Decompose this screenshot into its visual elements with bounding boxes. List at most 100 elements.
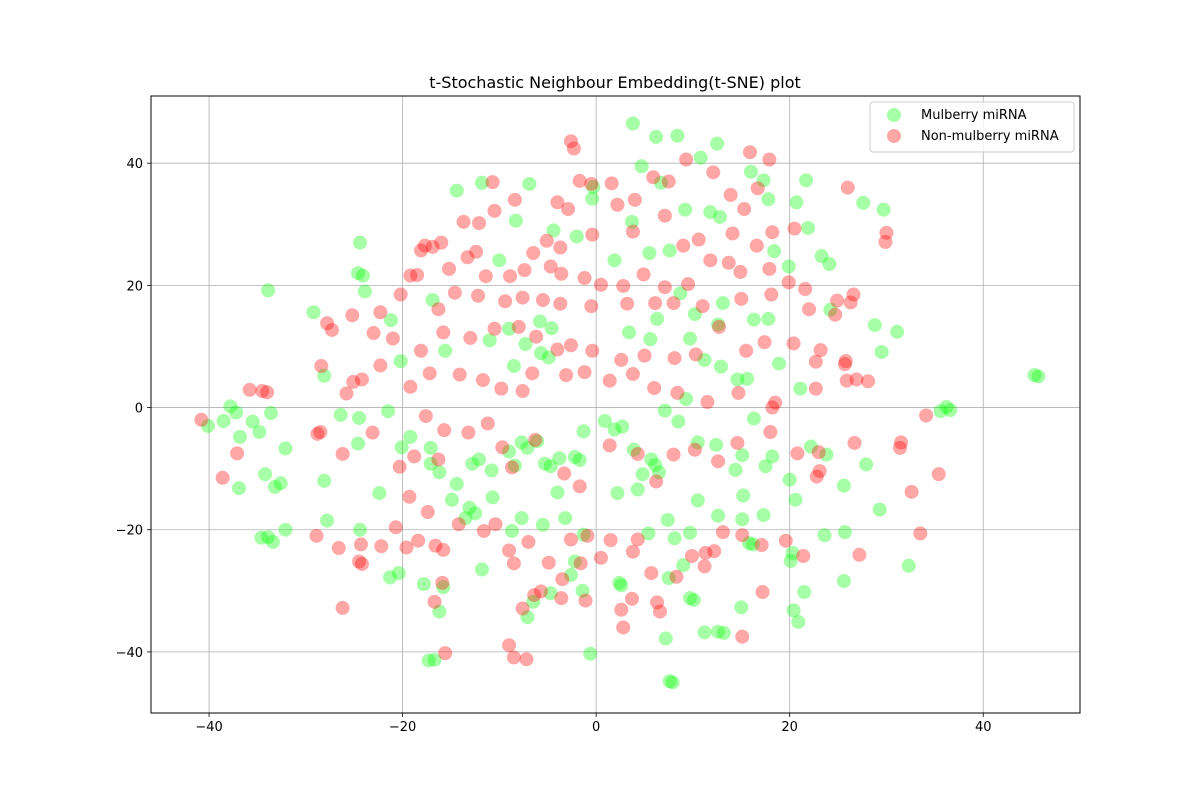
non-mulberry-point xyxy=(313,424,328,439)
non-mulberry-point xyxy=(802,302,817,317)
non-mulberry-point xyxy=(554,266,569,281)
non-mulberry-point xyxy=(625,366,640,381)
non-mulberry-point xyxy=(614,352,629,367)
mulberry-point xyxy=(635,467,650,482)
non-mulberry-point xyxy=(310,426,325,441)
mulberry-point xyxy=(394,440,409,455)
non-mulberry-point xyxy=(418,409,433,424)
non-mulberry-point xyxy=(616,620,631,635)
non-mulberry-point xyxy=(215,470,230,485)
non-mulberry-point xyxy=(309,528,324,543)
non-mulberry-point xyxy=(230,446,245,461)
legend: Mulberry miRNA Non-mulberry miRNA xyxy=(869,101,1075,153)
mulberry-point xyxy=(597,413,612,428)
non-mulberry-point xyxy=(417,238,432,253)
mulberry-point xyxy=(715,296,730,311)
mulberry-point xyxy=(711,508,726,523)
y-tick-label: 40 xyxy=(126,157,143,172)
mulberry-point xyxy=(485,490,500,505)
mulberry-point xyxy=(520,440,535,455)
non-mulberry-point xyxy=(519,652,534,667)
non-mulberry-point xyxy=(550,195,565,210)
non-mulberry-point xyxy=(472,216,487,231)
mulberry-point xyxy=(782,472,797,487)
non-mulberry-point xyxy=(849,372,864,387)
mulberry-point xyxy=(660,512,675,527)
mulberry-point xyxy=(567,450,582,465)
mulberry-point xyxy=(793,381,808,396)
non-mulberry-point xyxy=(602,373,617,388)
mulberry-point xyxy=(444,492,459,507)
mulberry-point xyxy=(756,508,771,523)
non-mulberry-point xyxy=(735,629,750,644)
non-mulberry-point xyxy=(684,549,699,564)
mulberry-point xyxy=(355,268,370,283)
non-mulberry-point xyxy=(399,540,414,555)
mulberry-point xyxy=(670,128,685,143)
non-mulberry-point xyxy=(452,367,467,382)
non-mulberry-point xyxy=(331,541,346,556)
non-mulberry-point xyxy=(335,600,350,615)
mulberry-point xyxy=(520,610,535,625)
non-mulberry-point xyxy=(616,278,631,293)
non-mulberry-point xyxy=(463,330,478,345)
mulberry-point xyxy=(653,175,668,190)
mulberry-point xyxy=(351,266,366,281)
non-mulberry-point xyxy=(506,556,521,571)
non-mulberry-point xyxy=(438,646,453,661)
mulberry-point xyxy=(432,604,447,619)
non-mulberry-point xyxy=(555,572,570,587)
non-mulberry-point xyxy=(584,299,599,314)
non-mulberry-point xyxy=(242,382,257,397)
mulberry-point xyxy=(730,372,745,387)
mulberry-point xyxy=(612,575,627,590)
mulberry-point xyxy=(786,603,801,618)
non-mulberry-point xyxy=(578,593,593,608)
mulberry-point xyxy=(320,513,335,528)
non-mulberry-point xyxy=(913,526,928,541)
mulberry-point xyxy=(634,159,649,174)
mulberry-point xyxy=(484,463,499,478)
mulberry-point xyxy=(943,402,958,417)
mulberry-point xyxy=(876,202,891,217)
mulberry-point xyxy=(743,164,758,179)
non-mulberry-point xyxy=(543,259,558,274)
mulberry-point xyxy=(817,528,832,543)
mulberry-point xyxy=(872,502,887,517)
mulberry-point xyxy=(799,173,814,188)
non-mulberry-point xyxy=(723,187,738,202)
mulberry-point xyxy=(383,570,398,585)
non-mulberry-point xyxy=(661,174,676,189)
mulberry-point xyxy=(543,586,558,601)
non-mulberry-point xyxy=(346,374,361,389)
mulberry-point xyxy=(697,625,712,640)
non-mulberry-point xyxy=(373,358,388,373)
non-mulberry-point xyxy=(559,368,574,383)
mulberry-point xyxy=(678,202,693,217)
non-mulberry-point xyxy=(485,175,500,190)
non-mulberry-point xyxy=(811,445,826,460)
mulberry-point xyxy=(416,577,431,592)
non-mulberry-point xyxy=(593,277,608,292)
mulberry-point xyxy=(765,449,780,464)
mulberry-point xyxy=(504,523,519,538)
mulberry-point xyxy=(610,486,625,501)
mulberry-point xyxy=(746,411,761,426)
mulberry-point xyxy=(791,614,806,629)
non-mulberry-point xyxy=(517,263,532,278)
mulberry-point xyxy=(502,444,517,459)
mulberry-point xyxy=(761,192,776,207)
mulberry-point xyxy=(756,173,771,188)
non-mulberry-point xyxy=(487,203,502,218)
non-mulberry-point xyxy=(764,287,779,302)
mulberry-point xyxy=(468,506,483,521)
non-mulberry-point xyxy=(778,533,793,548)
mulberry-point xyxy=(514,511,529,526)
mulberry-point xyxy=(814,249,829,264)
non-mulberry-point xyxy=(703,253,718,268)
non-mulberry-point xyxy=(495,440,510,455)
non-mulberry-point xyxy=(715,525,730,540)
non-mulberry-point xyxy=(620,296,635,311)
non-mulberry-point xyxy=(768,395,783,410)
mulberry-point xyxy=(607,253,622,268)
